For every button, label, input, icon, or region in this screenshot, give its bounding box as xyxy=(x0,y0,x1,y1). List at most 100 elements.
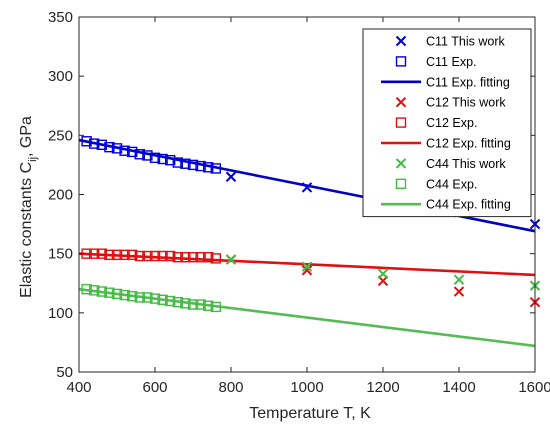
data-point-c44-exp xyxy=(142,292,153,303)
legend-label: C44 Exp. fitting xyxy=(426,198,511,212)
data-point-c11-exp xyxy=(172,157,184,168)
data-point-c44-exp xyxy=(195,299,206,310)
y-tick-label: 350 xyxy=(48,9,73,26)
y-tick-label: 250 xyxy=(48,127,73,144)
data-point-c12-exp xyxy=(149,250,161,262)
x-tick-label: 1200 xyxy=(366,379,399,396)
data-point-c12-exp xyxy=(210,253,222,264)
y-axis-label-unit: , GPa xyxy=(18,116,35,157)
y-axis-label-subscript: ij xyxy=(27,157,39,162)
data-point-c12-exp xyxy=(134,250,146,262)
data-point-c11-exp xyxy=(157,153,168,165)
data-point-c11-exp xyxy=(126,146,138,158)
x-tick-label: 1400 xyxy=(442,379,475,396)
legend-label: C44 This work xyxy=(426,157,506,171)
legend-item-c12-exp: C12 Exp. xyxy=(395,116,477,130)
legend-label: C44 Exp. xyxy=(426,177,477,191)
y-tick-label: 100 xyxy=(48,305,73,322)
x-tick-label: 600 xyxy=(142,379,167,396)
data-point-c12-exp xyxy=(180,252,191,263)
data-point-c11-this-work xyxy=(225,171,237,182)
legend-marker-swatch xyxy=(395,56,407,67)
data-point-c11-exp xyxy=(180,158,191,169)
legend-marker-swatch xyxy=(395,178,407,190)
data-point-c44-exp xyxy=(104,287,115,298)
legend-item-c44-exp: C44 Exp. xyxy=(395,177,477,191)
data-point-c44-this-work xyxy=(225,254,237,265)
data-point-c12-exp xyxy=(88,248,100,259)
data-point-c12-exp xyxy=(96,248,108,259)
data-point-c11-exp xyxy=(202,162,214,173)
data-point-c44-exp xyxy=(202,300,214,311)
data-point-c12-exp xyxy=(119,249,130,261)
data-point-c11-exp xyxy=(88,138,100,149)
legend-label: C11 Exp. xyxy=(426,55,477,69)
data-point-c44-exp xyxy=(88,285,100,296)
data-point-c44-exp xyxy=(157,294,168,306)
data-point-c11-exp xyxy=(134,149,146,160)
y-tick-label: 150 xyxy=(48,246,73,263)
data-point-c11-exp xyxy=(81,136,92,147)
y-tick-label: 300 xyxy=(48,68,73,85)
legend-item-c44-exp-fitting: C44 Exp. fitting xyxy=(381,198,511,212)
data-point-c11-exp xyxy=(149,152,161,164)
legend-label: C12 This work xyxy=(426,96,506,110)
data-point-c44-exp xyxy=(126,291,138,302)
legend-box xyxy=(362,28,532,218)
data-point-c11-exp xyxy=(119,145,130,156)
data-point-c12-exp xyxy=(142,250,153,262)
data-point-c44-exp xyxy=(164,295,176,307)
legend-item-c12-exp-fitting: C12 Exp. fitting xyxy=(381,137,511,151)
data-point-c12-exp xyxy=(187,252,199,263)
y-tick-label: 200 xyxy=(48,187,73,204)
legend-label: C12 Exp. fitting xyxy=(426,137,511,151)
data-point-c11-exp xyxy=(96,139,108,151)
legend-label: C11 This work xyxy=(426,35,505,49)
legend-item-c44-this-work: C44 This work xyxy=(395,157,506,171)
x-tick-label: 800 xyxy=(218,379,243,396)
x-tick-label: 1600 xyxy=(518,379,550,396)
data-point-c44-exp xyxy=(96,286,108,297)
legend-marker-swatch xyxy=(395,117,407,128)
data-point-c12-exp xyxy=(164,250,176,262)
data-point-c12-exp xyxy=(104,249,115,261)
data-point-c12-exp xyxy=(111,249,123,261)
data-point-c12-exp xyxy=(126,249,138,261)
data-point-c44-exp xyxy=(119,289,130,301)
legend-marker-swatch xyxy=(395,35,407,47)
y-axis-label: Elastic constants Cij, GPa xyxy=(18,116,39,298)
data-point-c44-exp xyxy=(210,301,222,313)
data-point-c11-exp xyxy=(111,143,123,154)
data-point-c11-exp xyxy=(187,159,199,171)
data-point-c11-exp xyxy=(210,163,222,174)
y-axis-label-main: Elastic constants C xyxy=(18,162,35,298)
legend-item-c12-this-work: C12 This work xyxy=(395,96,506,110)
legend-label: C12 Exp. xyxy=(426,116,477,130)
data-point-c44-this-work xyxy=(377,268,389,279)
y-tick-label: 50 xyxy=(56,364,73,381)
data-point-c44-this-work xyxy=(301,261,313,272)
data-point-c12-exp xyxy=(195,252,206,263)
data-point-c44-exp xyxy=(180,298,191,309)
legend-marker-swatch xyxy=(395,96,407,108)
legend-item-c11-exp-fitting: C11 Exp. fitting xyxy=(381,75,510,89)
legend-item-c11-exp: C11 Exp. xyxy=(395,55,477,69)
data-point-c44-exp xyxy=(149,293,161,304)
data-point-c44-exp xyxy=(134,292,146,303)
axis-layer: 400 600 800 1000 1200 1400 1600 50 100 150 200 250 3… xyxy=(48,9,550,396)
data-point-c11-exp xyxy=(164,154,176,166)
data-point-c44-exp xyxy=(172,296,184,308)
legend: C11 This work C11 Exp. C11 Exp. fitting C12… xyxy=(362,28,532,218)
data-point-c11-exp xyxy=(104,141,115,153)
data-point-c11-exp xyxy=(142,150,153,161)
data-point-c11-this-work xyxy=(301,182,313,193)
x-axis-label: Temperature T, K xyxy=(249,405,371,422)
legend-label: C11 Exp. fitting xyxy=(426,75,510,89)
data-point-c44-exp xyxy=(111,288,123,300)
data-point-c12-this-work xyxy=(301,265,313,276)
data-point-c12-exp xyxy=(172,252,184,263)
data-point-c12-exp xyxy=(157,250,168,262)
data-point-c44-exp xyxy=(81,283,92,295)
